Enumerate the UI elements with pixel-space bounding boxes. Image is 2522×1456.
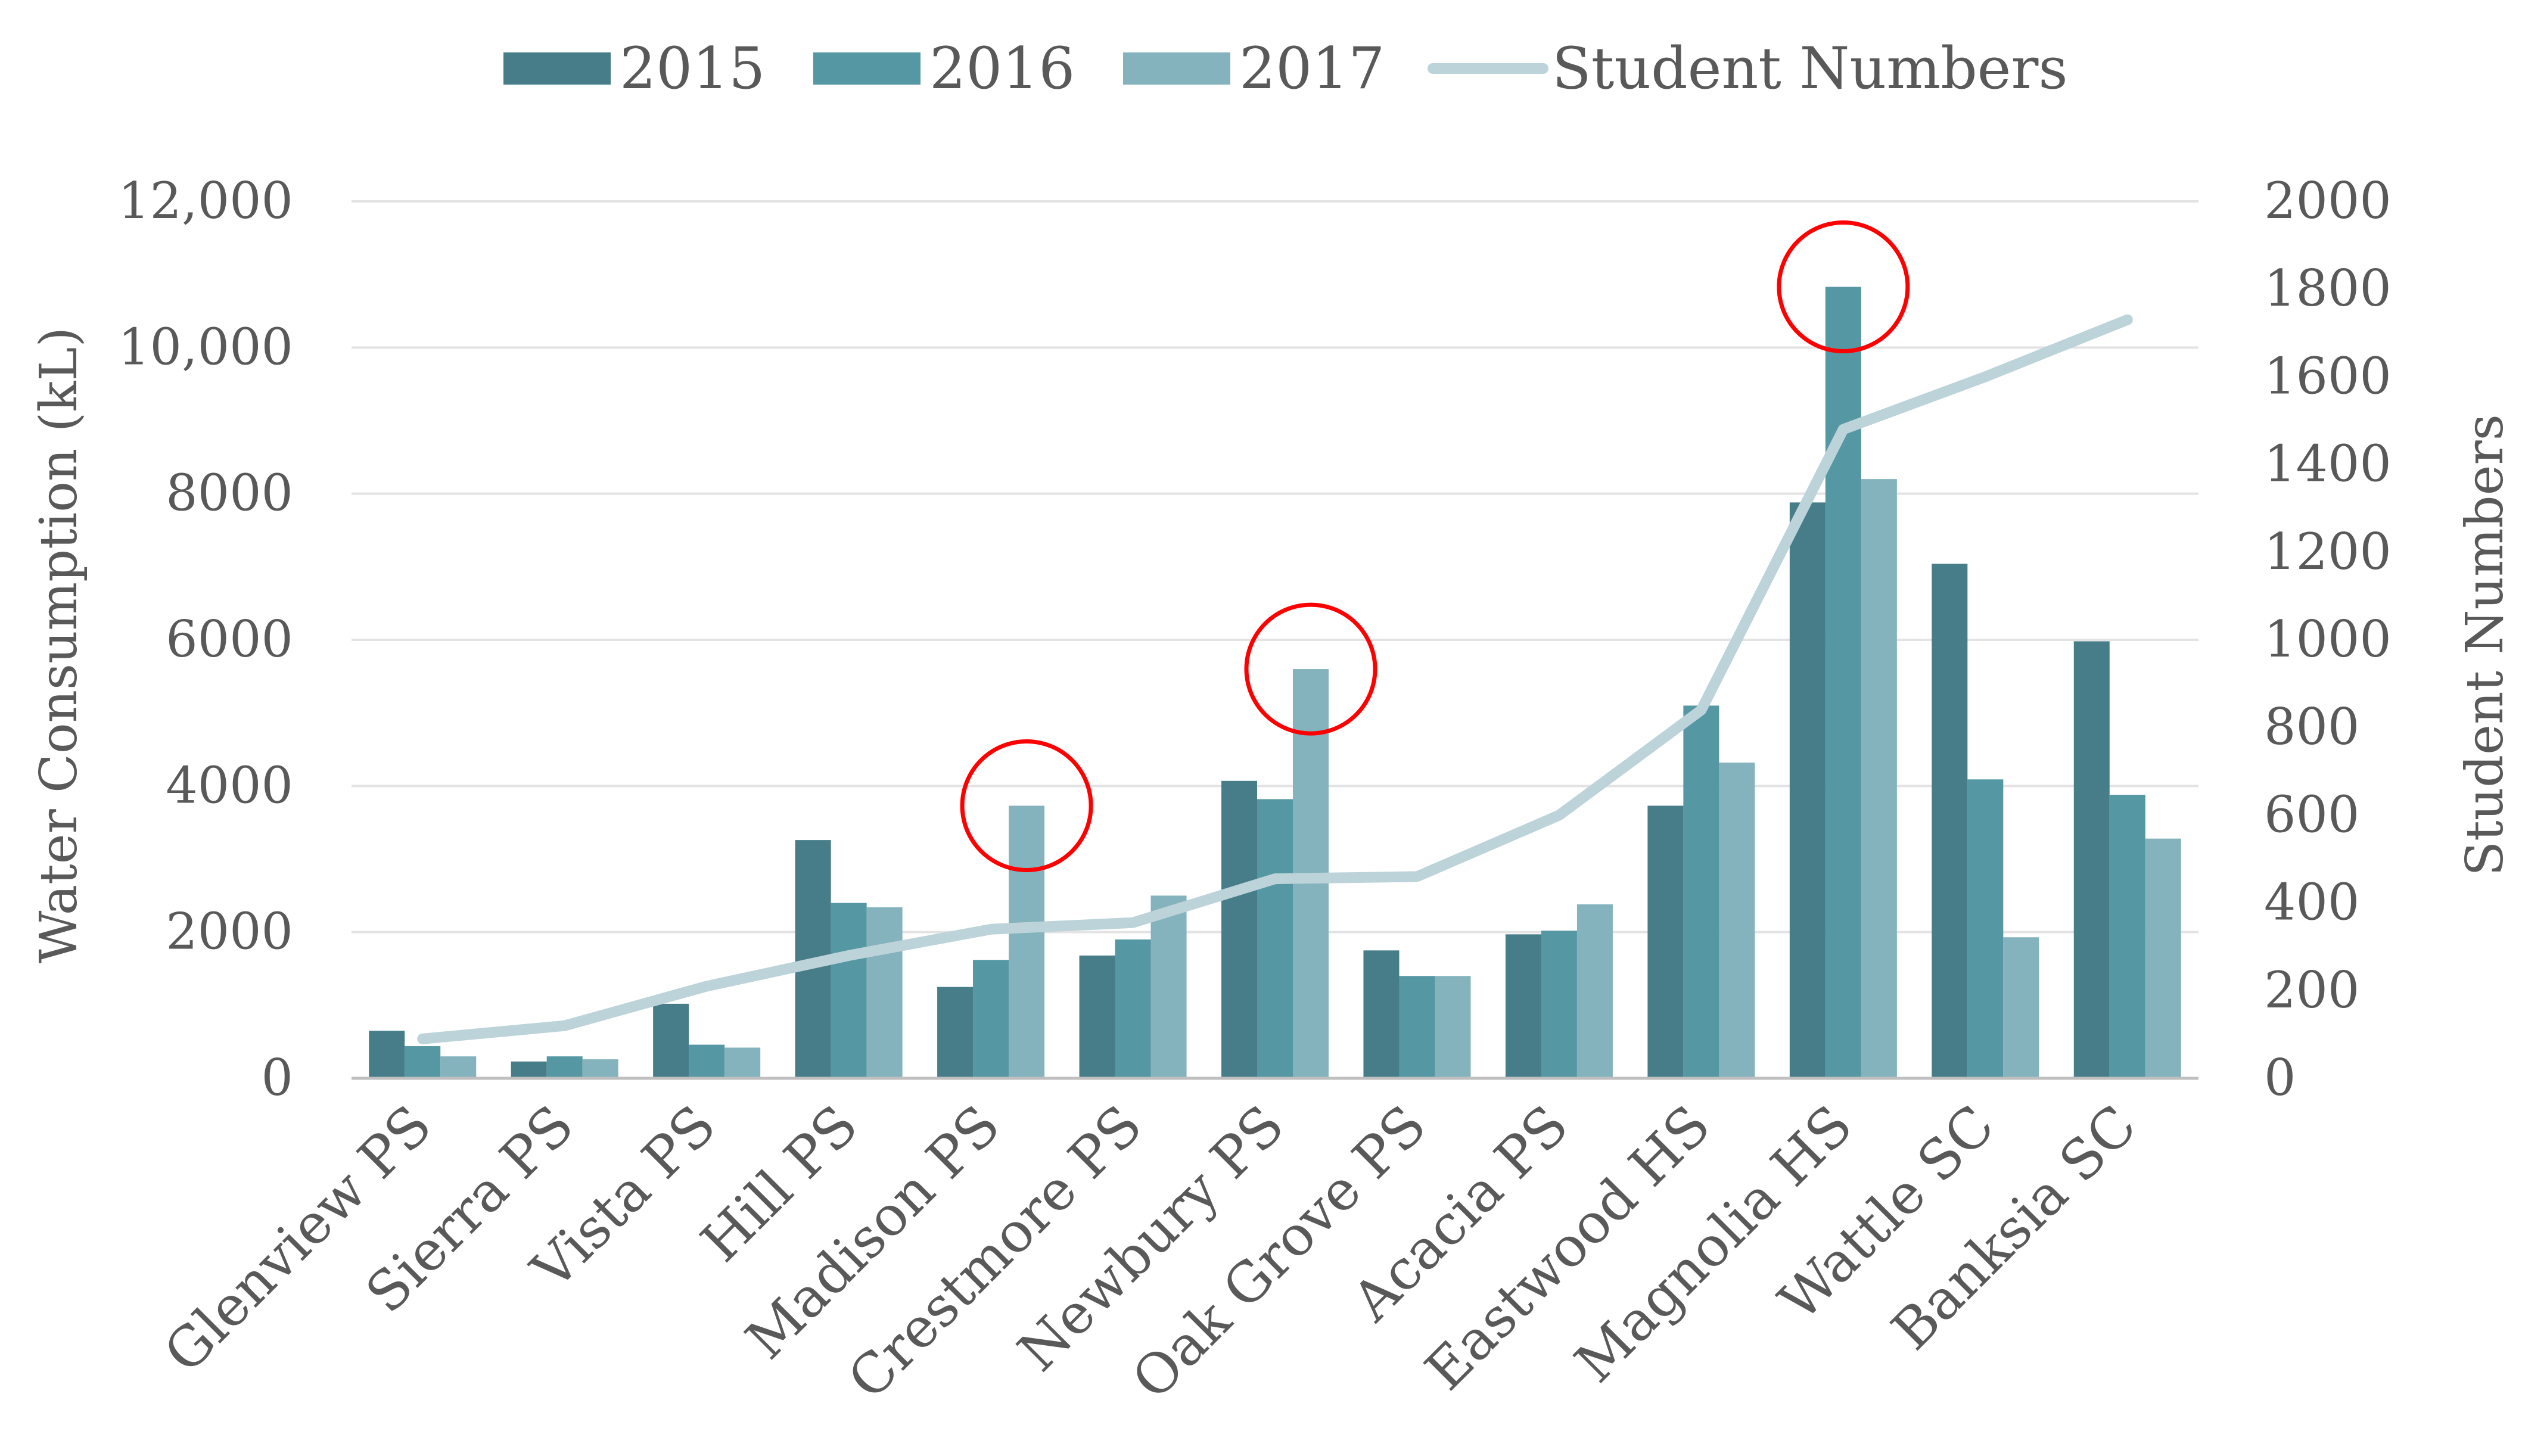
bar-2016-magnolia-hs	[1825, 287, 1861, 1078]
y-right-tick-label: 0	[2264, 1049, 2296, 1107]
legend-label-2016: 2016	[929, 35, 1075, 102]
bar-2016-eastwood-hs	[1683, 705, 1719, 1078]
y-axis-right-title: Student Numbers	[2455, 414, 2515, 876]
bar-2016-wattle-sc	[1967, 779, 2004, 1078]
bar-2016-newbury-ps	[1257, 799, 1293, 1078]
bar-2017-vista-ps	[724, 1047, 761, 1078]
bar-2015-sierra-ps	[511, 1061, 547, 1078]
bar-2016-acacia-ps	[1541, 931, 1577, 1078]
y-right-tick-label: 200	[2264, 961, 2359, 1019]
bar-2017-glenview-ps	[440, 1056, 477, 1078]
bar-2017-eastwood-hs	[1719, 763, 1755, 1078]
bar-2016-oak-grove-ps	[1399, 976, 1435, 1078]
legend-swatch-2016	[813, 52, 921, 85]
bar-2017-sierra-ps	[582, 1059, 618, 1078]
bar-2015-banksia-sc	[2073, 641, 2110, 1078]
bar-2016-sierra-ps	[546, 1056, 583, 1078]
legend-label-2017: 2017	[1239, 35, 1385, 102]
bar-2017-acacia-ps	[1576, 904, 1613, 1078]
y-right-tick-label: 1400	[2264, 435, 2392, 493]
bar-2017-madison-ps	[1009, 805, 1045, 1078]
bar-2017-magnolia-hs	[1861, 479, 1897, 1078]
y-right-tick-label: 1600	[2264, 347, 2392, 405]
bar-2017-oak-grove-ps	[1435, 976, 1471, 1078]
y-right-tick-label: 600	[2264, 785, 2359, 844]
highlight-circle-madison-ps	[960, 739, 1093, 872]
right-axis-ticks: 0 200 400 600 800 1000 1200 1400 1600 1800 2000	[2264, 172, 2392, 1107]
legend: 2015 2016 2017 Student Numbers	[503, 35, 2068, 102]
legend-label-student-numbers: Student Numbers	[1552, 35, 2068, 102]
y-tick-label: 0	[262, 1049, 293, 1107]
y-tick-label: 6000	[166, 610, 293, 668]
bar-2016-vista-ps	[689, 1044, 725, 1078]
bar-2016-crestmore-ps	[1115, 939, 1151, 1078]
bar-2015-newbury-ps	[1221, 780, 1257, 1078]
y-axis-title: Water Consumption (kL)	[29, 327, 89, 963]
bar-2015-eastwood-hs	[1647, 805, 1684, 1078]
bar-2017-banksia-sc	[2145, 838, 2181, 1078]
legend-label-2015: 2015	[620, 35, 765, 102]
bars	[369, 287, 2181, 1078]
highlight-circle-magnolia-hs	[1777, 220, 1910, 354]
y-right-tick-label: 800	[2264, 698, 2359, 756]
y-tick-label: 12,000	[118, 172, 293, 230]
bar-2016-hill-ps	[831, 903, 867, 1078]
highlight-circles	[960, 220, 1910, 872]
bar-2015-vista-ps	[653, 1003, 689, 1078]
bar-2017-crestmore-ps	[1150, 895, 1187, 1078]
legend-swatch-2015	[503, 52, 611, 85]
y-tick-label: 4000	[166, 756, 293, 814]
bar-2015-madison-ps	[937, 987, 974, 1078]
bar-2015-glenview-ps	[369, 1031, 405, 1078]
y-right-tick-label: 1800	[2264, 259, 2392, 318]
y-tick-label: 2000	[166, 903, 293, 961]
left-axis-ticks: 0 2000 4000 6000 8000 10,000 12,000	[118, 172, 293, 1107]
y-right-tick-label: 2000	[2264, 172, 2392, 230]
bar-2017-hill-ps	[866, 907, 903, 1078]
bar-2016-madison-ps	[973, 960, 1009, 1078]
y-right-tick-label: 1200	[2264, 522, 2392, 581]
bar-2017-wattle-sc	[2003, 937, 2039, 1078]
bar-2015-acacia-ps	[1505, 934, 1541, 1078]
bar-2015-magnolia-hs	[1789, 502, 1826, 1078]
y-right-tick-label: 1000	[2264, 610, 2392, 668]
category-label-banksia-sc: Banksia SC	[1880, 1093, 2149, 1362]
y-tick-label: 8000	[166, 464, 293, 522]
highlight-circle-newbury-ps	[1244, 602, 1377, 736]
y-right-tick-label: 400	[2264, 873, 2359, 932]
bar-2015-oak-grove-ps	[1363, 950, 1400, 1078]
student-numbers-line	[417, 314, 2133, 1044]
bar-2015-crestmore-ps	[1079, 955, 1115, 1078]
bar-2016-glenview-ps	[405, 1046, 441, 1078]
legend-swatch-2017	[1123, 52, 1230, 85]
y-tick-label: 10,000	[118, 318, 293, 376]
bar-2015-wattle-sc	[1932, 564, 1968, 1078]
bar-2016-banksia-sc	[2109, 795, 2145, 1078]
